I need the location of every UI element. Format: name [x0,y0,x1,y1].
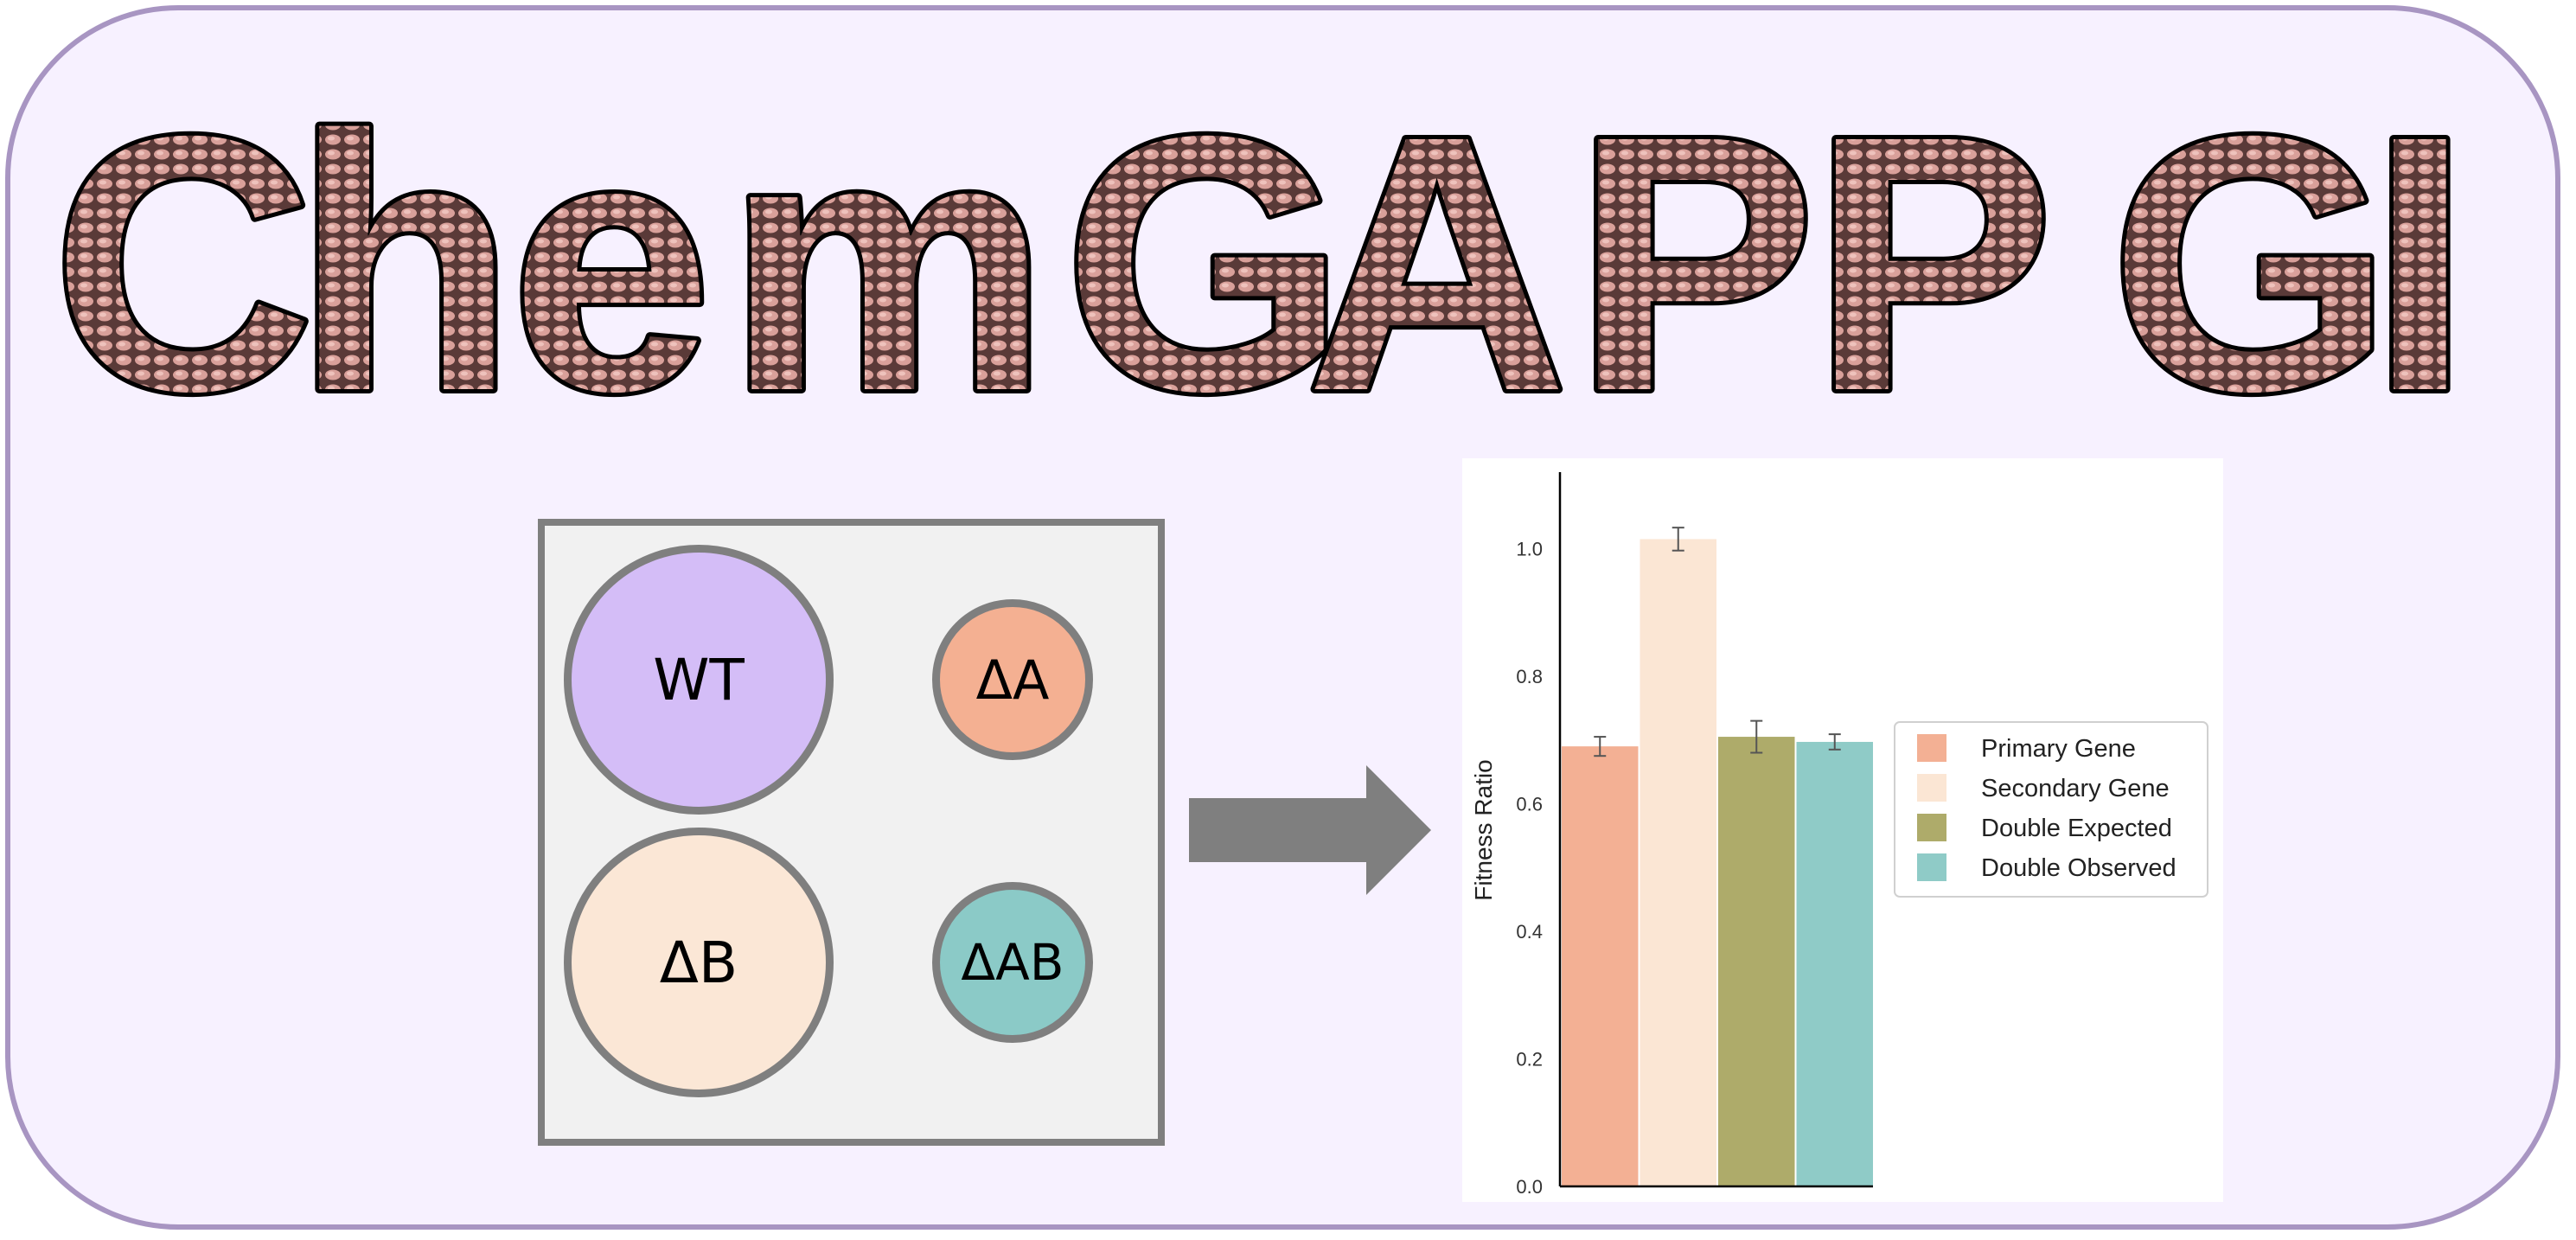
legend-swatch [1917,853,1946,881]
title-letter: P [1574,61,1816,432]
colony-delta-a: ΔA [932,599,1093,760]
fitness-bar-chart: 0.0 0.2 0.4 0.6 0.8 1.0 Fitness Ratio Primary … [1462,458,2223,1202]
colony-delta-ab: ΔAB [932,882,1093,1043]
arrow-right-icon [1189,765,1431,895]
legend [1894,721,2208,898]
title-letter: P [1812,61,2054,432]
legend-label: Primary Gene [1981,735,2136,763]
legend-label: Double Observed [1981,854,2176,882]
bar [1562,746,1639,1186]
colony-label: ΔAB [961,933,1064,992]
bar [1796,741,1873,1186]
y-tick-label: 0.8 [1516,666,1543,687]
title-text: Che m GA PP GI [48,57,2475,432]
legend-label: Double Expected [1981,815,2172,842]
title-letter: h [294,61,516,432]
bar [1718,737,1795,1186]
colony-label: ΔA [975,648,1050,712]
colony-delta-b: ΔB [564,828,834,1097]
title-letter: G [1064,61,1346,432]
y-tick-label: 0.4 [1516,921,1543,943]
title-letter: C [52,61,314,432]
title-logo: Che m GA PP GI [48,57,2475,432]
y-tick-label: 0.2 [1516,1049,1543,1071]
title-letter: G [2110,61,2393,432]
title-letter: I [2369,61,2471,432]
legend-swatch [1917,774,1946,802]
agar-plate: WT ΔA ΔB ΔAB [538,519,1165,1146]
y-tick-label: 1.0 [1516,539,1543,560]
legend-swatch [1917,734,1946,762]
colony-wt: WT [564,545,834,815]
colony-label: WT [653,646,745,713]
legend-swatch [1917,814,1946,841]
title-letter: e [510,61,713,432]
legend-label: Secondary Gene [1981,775,2170,802]
y-tick-label: 0.6 [1516,794,1543,815]
colony-label: ΔB [659,929,738,996]
title-letter: m [726,61,1049,432]
title-letter: A [1306,61,1568,432]
y-tick-label: 0.0 [1516,1176,1543,1198]
bar [1640,539,1716,1186]
y-axis-label: Fitness Ratio [1470,759,1497,900]
